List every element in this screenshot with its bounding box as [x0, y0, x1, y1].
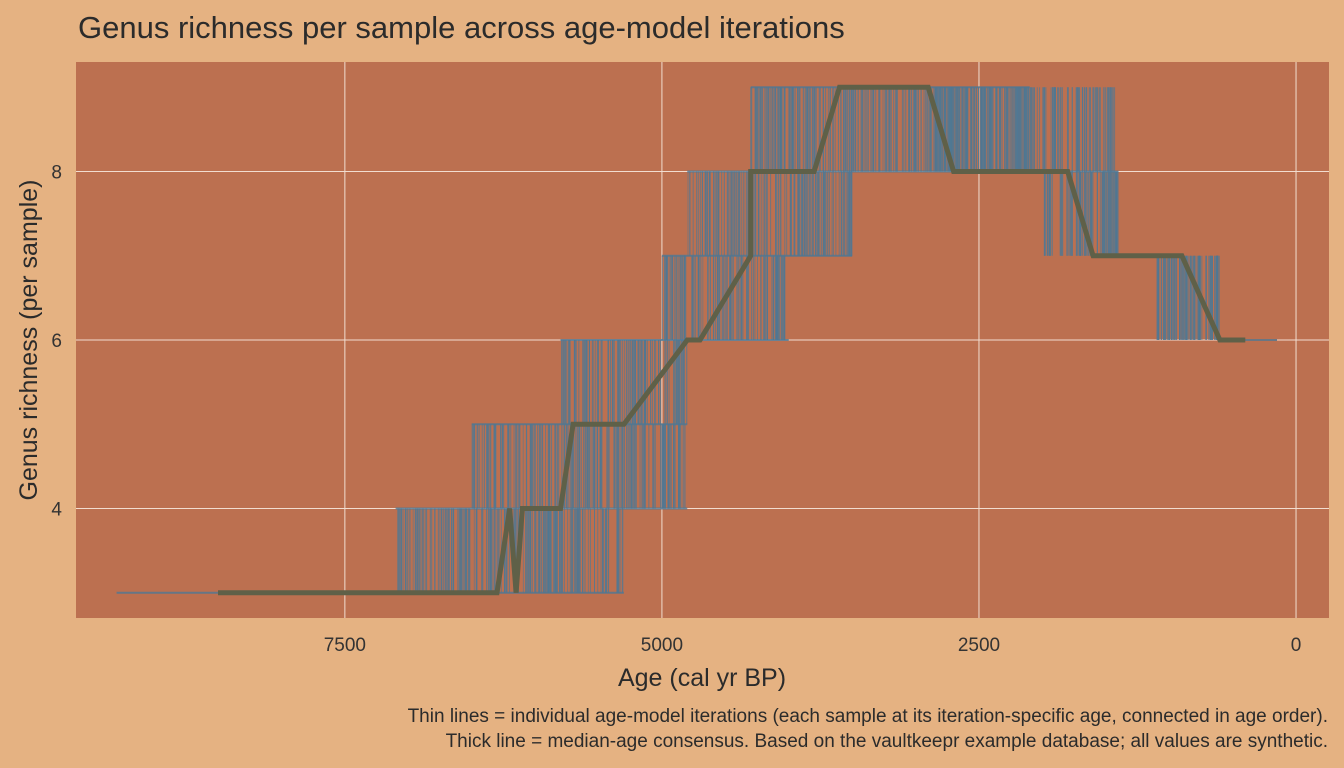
caption-line-1: Thin lines = individual age-model iterat… [407, 706, 1328, 727]
chart-title: Genus richness per sample across age-mod… [78, 10, 845, 45]
y-tick-label: 6 [51, 331, 62, 352]
x-tick-label: 0 [1291, 635, 1302, 656]
consensus-line [218, 84, 1246, 596]
consensus-line-group [218, 84, 1246, 596]
y-tick-label: 8 [51, 163, 62, 184]
x-tick-label: 7500 [324, 635, 366, 656]
x-tick-label: 5000 [641, 635, 683, 656]
y-axis-label: Genus richness (per sample) [15, 180, 43, 501]
caption-line-2: Thick line = median-age consensus. Based… [445, 731, 1328, 752]
x-axis-label: Age (cal yr BP) [618, 664, 786, 692]
y-tick-label: 4 [51, 499, 62, 520]
axis-ticks: 7500 5000 2500 0 4 6 8 [51, 163, 1301, 656]
x-tick-label: 2500 [958, 635, 1000, 656]
